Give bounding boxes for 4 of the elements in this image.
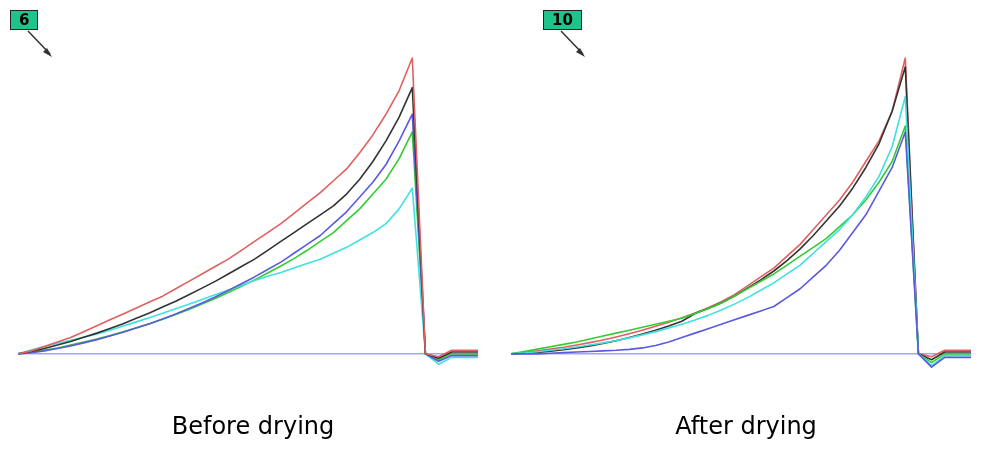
text: Before drying bbox=[170, 412, 336, 440]
text: 10 bbox=[543, 10, 582, 30]
text: After drying bbox=[674, 412, 818, 440]
text: 6 bbox=[10, 10, 39, 30]
